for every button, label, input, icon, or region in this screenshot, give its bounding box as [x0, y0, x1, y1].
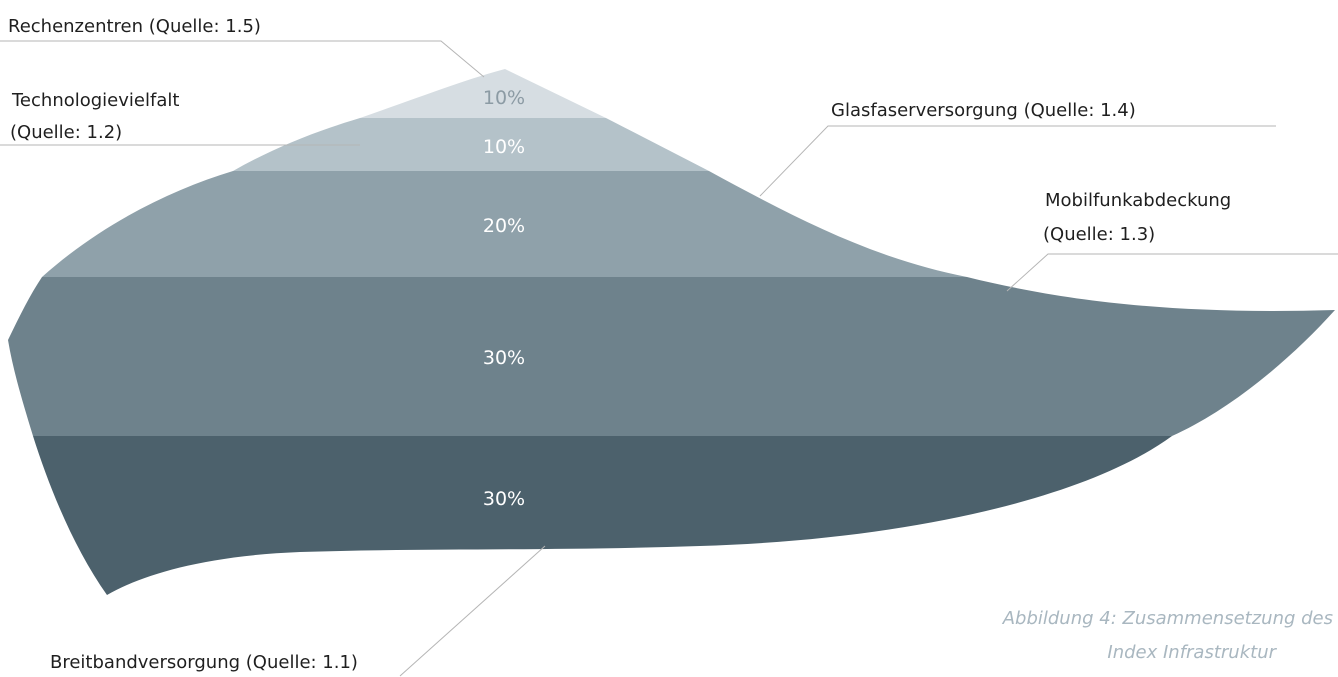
category-label-breitband-line: Breitbandversorgung (Quelle: 1.1)	[50, 652, 358, 673]
pct-label-rechenzentren: 10%	[483, 87, 525, 109]
leader-glasfaser	[759, 125, 1276, 197]
category-label-rechenzentren-line: Rechenzentren (Quelle: 1.5)	[8, 16, 261, 37]
pct-label-breitband: 30%	[483, 488, 525, 510]
layer-technologie	[233, 118, 709, 171]
category-label-technologie-line2: (Quelle: 1.2)	[10, 122, 122, 143]
category-label-breitband: Breitbandversorgung (Quelle: 1.1)	[50, 652, 358, 673]
category-label-mobilfunk: Mobilfunkabdeckung (Quelle: 1.3)	[1043, 190, 1237, 245]
layer-mobilfunk	[8, 277, 1335, 436]
layer-glasfaser	[42, 171, 967, 277]
figure-caption-line1: Abbildung 4: Zusammensetzung des	[1002, 608, 1333, 629]
layer-rechenzentren	[360, 69, 606, 118]
layer-breitband	[33, 436, 1172, 595]
category-label-technologie-line1: Technologievielfalt	[11, 90, 179, 111]
pct-label-glasfaser: 20%	[483, 215, 525, 237]
pct-label-technologie: 10%	[483, 136, 525, 158]
figure-caption-line2: Index Infrastruktur	[1107, 642, 1277, 663]
leader-mobilfunk	[1006, 253, 1338, 292]
pct-label-mobilfunk: 30%	[483, 347, 525, 369]
category-label-mobilfunk-line2: (Quelle: 1.3)	[1043, 224, 1155, 245]
category-label-rechenzentren: Rechenzentren (Quelle: 1.5)	[8, 16, 261, 37]
category-label-glasfaser: Glasfaserversorgung (Quelle: 1.4)	[831, 100, 1136, 121]
category-label-glasfaser-line: Glasfaserversorgung (Quelle: 1.4)	[831, 100, 1136, 121]
layer-shapes	[8, 69, 1335, 595]
leader-breitband	[399, 545, 546, 677]
category-label-technologie: Technologievielfalt (Quelle: 1.2)	[10, 90, 185, 143]
category-label-mobilfunk-line1: Mobilfunkabdeckung	[1045, 190, 1231, 211]
leader-rechenzentren	[0, 40, 485, 78]
